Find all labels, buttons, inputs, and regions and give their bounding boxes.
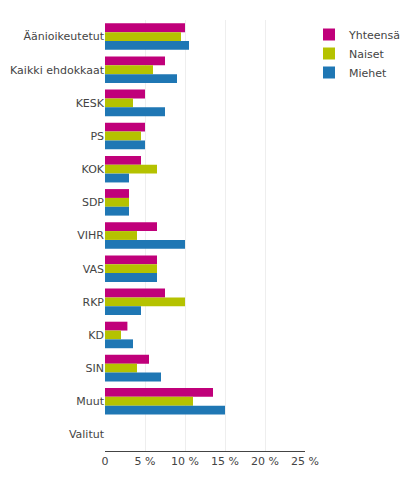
svg-text:0: 0 — [102, 455, 109, 468]
svg-text:KESK: KESK — [76, 97, 105, 110]
svg-text:Äänioikeutetut: Äänioikeutetut — [24, 30, 105, 43]
svg-text:15 %: 15 % — [211, 455, 239, 468]
svg-text:Muut: Muut — [76, 395, 104, 408]
svg-text:SDP: SDP — [82, 196, 104, 209]
svg-text:PS: PS — [90, 130, 104, 143]
svg-text:25 %: 25 % — [291, 455, 319, 468]
svg-text:Yhteensä: Yhteensä — [348, 29, 400, 42]
svg-text:VIHR: VIHR — [77, 229, 104, 242]
svg-text:KD: KD — [88, 329, 104, 342]
svg-text:SIN: SIN — [86, 362, 104, 375]
svg-text:RKP: RKP — [83, 296, 105, 309]
svg-text:KOK: KOK — [82, 163, 105, 176]
svg-text:Miehet: Miehet — [349, 67, 387, 80]
svg-text:10 %: 10 % — [171, 455, 199, 468]
svg-text:VAS: VAS — [83, 263, 104, 276]
svg-text:Kaikki ehdokkaat: Kaikki ehdokkaat — [10, 64, 105, 77]
svg-text:5 %: 5 % — [135, 455, 156, 468]
svg-text:Naiset: Naiset — [349, 48, 385, 61]
svg-text:Valitut: Valitut — [69, 428, 105, 441]
svg-text:20 %: 20 % — [251, 455, 279, 468]
